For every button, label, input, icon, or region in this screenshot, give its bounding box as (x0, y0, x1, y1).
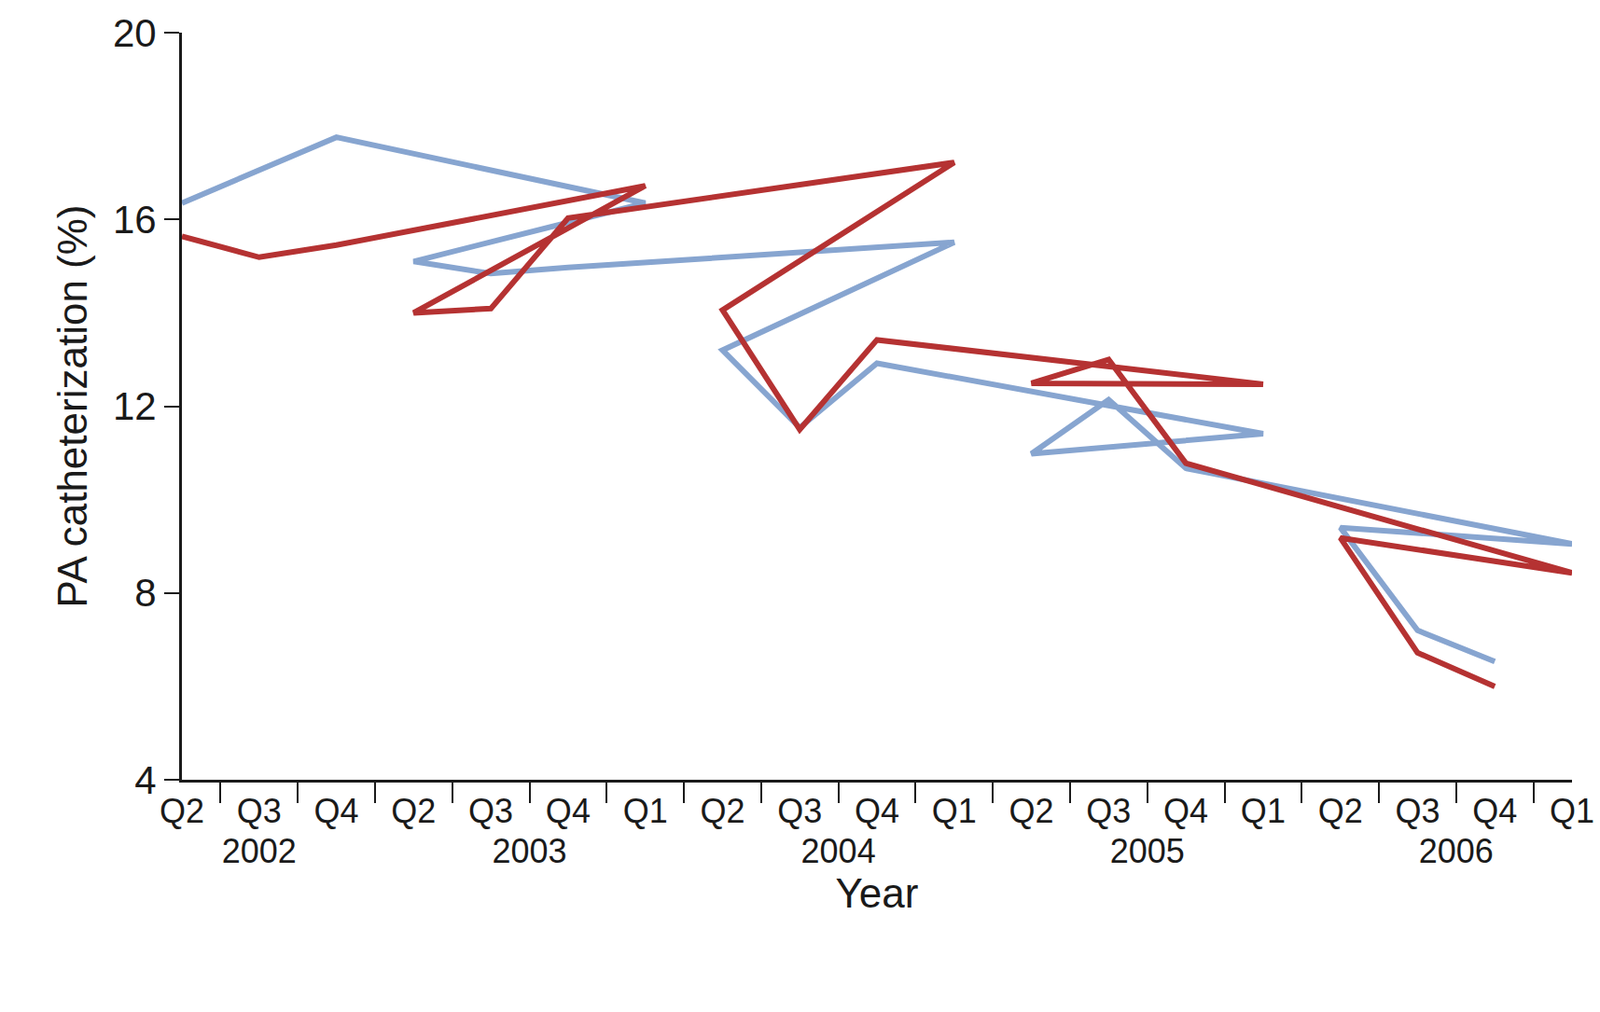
svg-text:Q2: Q2 (390, 792, 436, 831)
svg-text:2005: 2005 (1110, 832, 1185, 871)
svg-text:Q1: Q1 (1240, 792, 1286, 831)
svg-text:2002: 2002 (222, 832, 297, 871)
svg-text:Q3: Q3 (777, 792, 822, 831)
svg-text:Q3: Q3 (236, 792, 282, 831)
svg-text:20: 20 (112, 11, 157, 56)
svg-text:Q1: Q1 (1549, 792, 1595, 831)
svg-text:Q2: Q2 (1009, 792, 1055, 831)
svg-text:Q1: Q1 (623, 792, 668, 831)
svg-text:Q4: Q4 (1472, 792, 1517, 831)
svg-text:Q1: Q1 (932, 792, 977, 831)
svg-text:Q2: Q2 (159, 792, 205, 831)
svg-text:Q4: Q4 (314, 792, 360, 831)
svg-text:Q3: Q3 (468, 792, 514, 831)
svg-text:Q4: Q4 (1163, 792, 1209, 831)
svg-text:16: 16 (112, 197, 157, 242)
svg-text:Q2: Q2 (1318, 792, 1364, 831)
svg-text:2003: 2003 (491, 832, 567, 871)
svg-text:8: 8 (134, 570, 156, 615)
svg-text:2004: 2004 (801, 832, 877, 871)
svg-text:PA catheterization (%): PA catheterization (%) (49, 204, 96, 608)
svg-text:Q2: Q2 (699, 792, 745, 831)
svg-text:Year: Year (835, 870, 919, 917)
svg-text:Q4: Q4 (545, 792, 591, 831)
svg-text:Q3: Q3 (1085, 792, 1131, 831)
svg-text:Q3: Q3 (1394, 792, 1440, 831)
svg-text:4: 4 (134, 758, 156, 803)
svg-text:12: 12 (112, 384, 157, 429)
svg-text:Q4: Q4 (854, 792, 900, 831)
svg-text:2006: 2006 (1419, 832, 1494, 871)
